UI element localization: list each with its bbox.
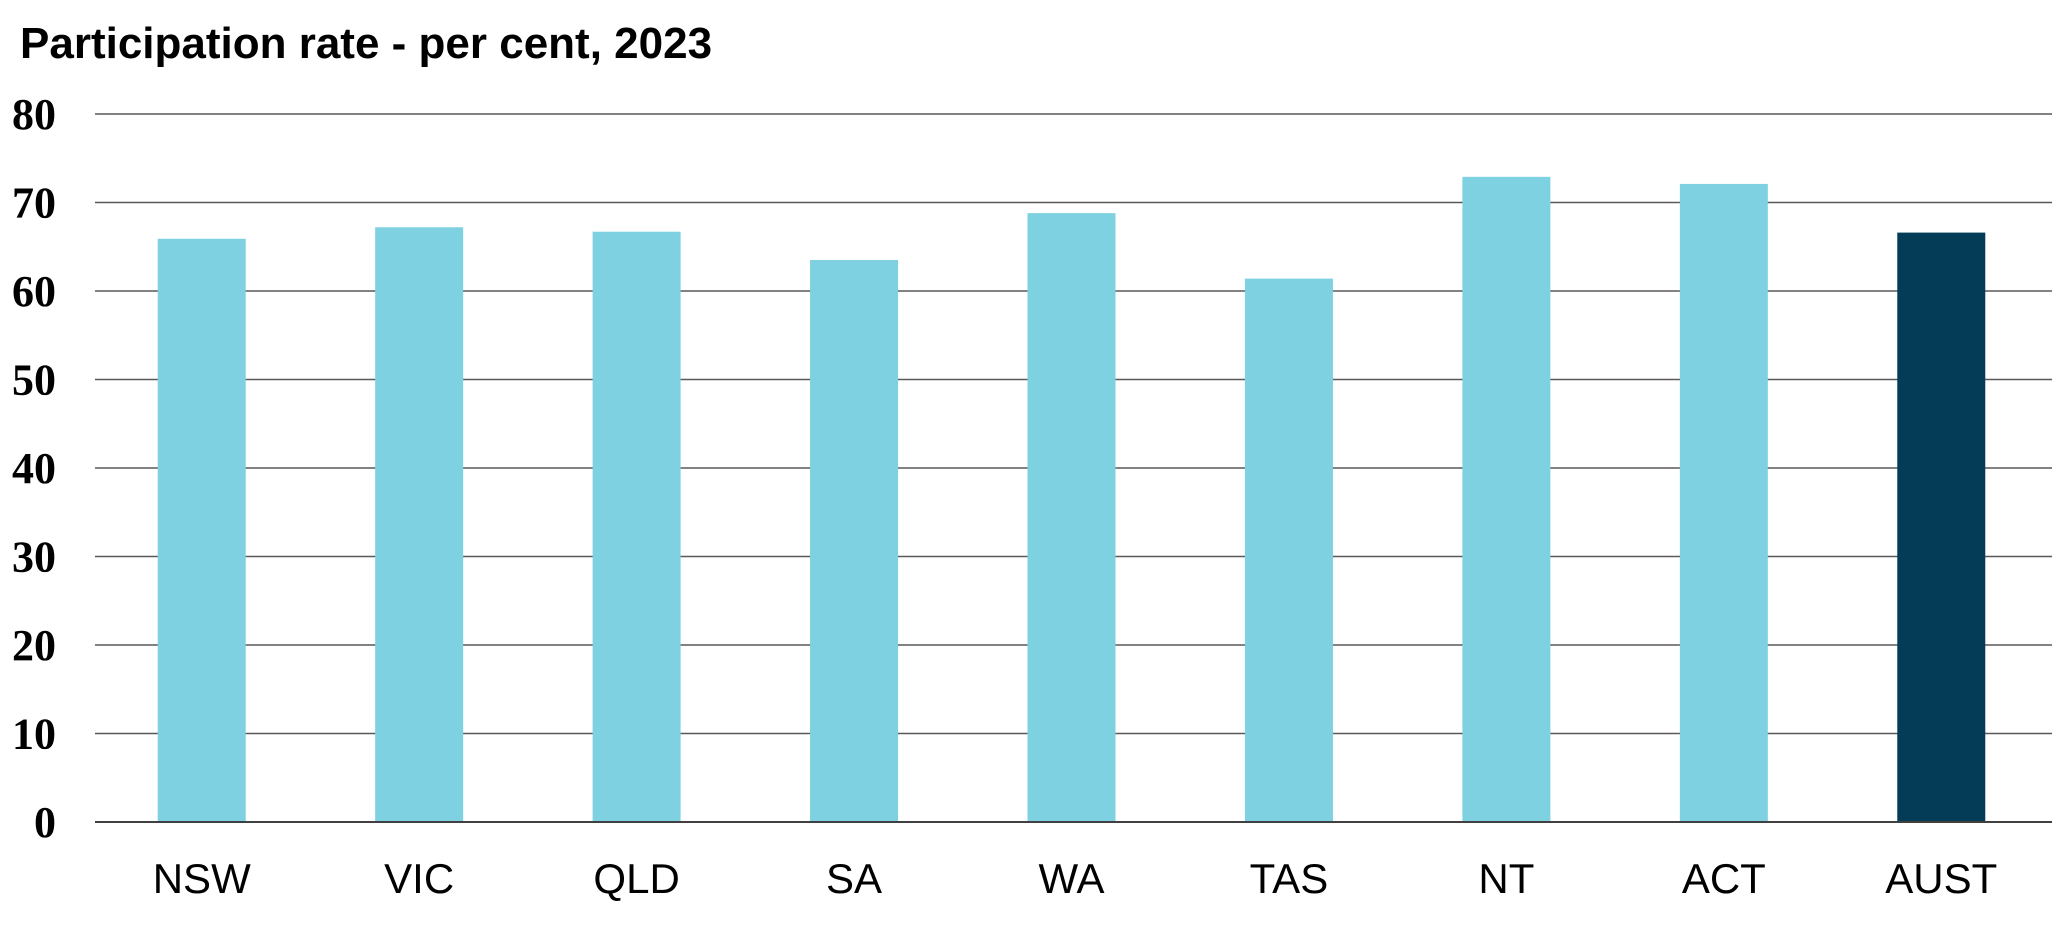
bar-wa: [1027, 213, 1116, 822]
x-tick-label-wa: WA: [1038, 855, 1104, 902]
x-tick-label-nsw: NSW: [153, 855, 251, 902]
bar-vic: [375, 227, 464, 822]
x-tick-label-qld: QLD: [593, 855, 679, 902]
bar-qld: [592, 231, 681, 822]
bar-nsw: [157, 238, 246, 822]
x-tick-label-aust: AUST: [1885, 855, 1997, 902]
bar-nt: [1462, 176, 1551, 822]
y-axis: 0 10 20 30 40 50 60 70 80: [12, 90, 56, 847]
y-tick-label-0: 0: [34, 798, 56, 847]
y-tick-label-30: 30: [12, 533, 56, 582]
y-tick-label-80: 80: [12, 90, 56, 139]
y-tick-label-20: 20: [12, 621, 56, 670]
y-tick-label-50: 50: [12, 356, 56, 405]
x-tick-label-act: ACT: [1682, 855, 1766, 902]
x-tick-label-sa: SA: [826, 855, 882, 902]
x-axis: NSW VIC QLD SA WA TAS NT ACT AUST: [153, 855, 1998, 902]
y-tick-label-60: 60: [12, 267, 56, 316]
x-tick-label-tas: TAS: [1250, 855, 1329, 902]
chart-title: Participation rate - per cent, 2023: [20, 19, 712, 68]
x-tick-label-nt: NT: [1478, 855, 1534, 902]
y-tick-label-40: 40: [12, 444, 56, 493]
y-tick-label-70: 70: [12, 179, 56, 228]
bar-tas: [1244, 278, 1333, 822]
bar-aust: [1897, 232, 1986, 823]
x-tick-label-vic: VIC: [384, 855, 454, 902]
bars: [157, 176, 1986, 823]
bar-sa: [810, 260, 899, 822]
y-tick-label-10: 10: [12, 710, 56, 759]
bar-act: [1679, 183, 1768, 823]
